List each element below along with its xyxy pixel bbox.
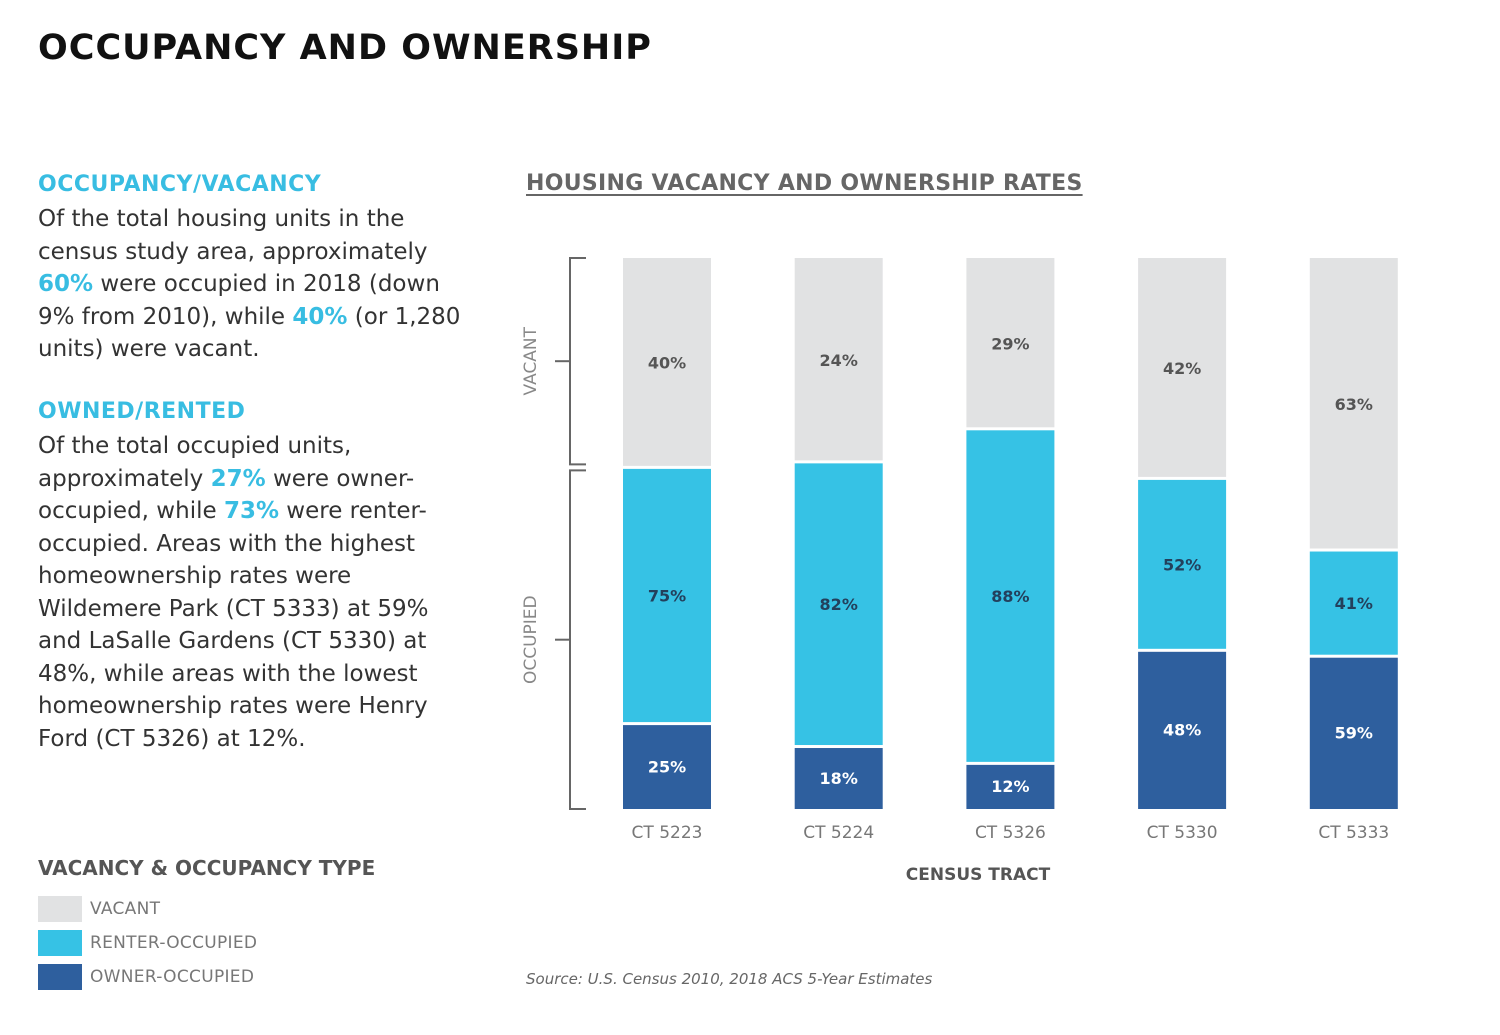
chart-title: HOUSING VACANCY AND OWNERSHIP RATES (526, 171, 1083, 196)
owner-share: 27% (210, 465, 266, 492)
occupancy-text: Of the total housing units in the census… (38, 206, 461, 362)
bar-vacant (1309, 258, 1398, 549)
bar-renter-occupied (966, 430, 1055, 762)
bracket-label-occupied: OCCUPIED (521, 595, 541, 684)
bar-owner-occupied (1138, 651, 1227, 809)
legend-label: OWNER-OCCUPIED (90, 967, 255, 987)
data-label-owner: 12% (991, 777, 1029, 796)
bar-vacant (1138, 258, 1227, 477)
data-label-renter: 82% (820, 595, 858, 614)
ownership-text: Of the total occupied units, approximate… (38, 433, 429, 752)
data-label-renter: 41% (1335, 594, 1373, 613)
data-label-renter: 88% (991, 587, 1029, 606)
data-label-owner: 25% (648, 757, 686, 776)
occupied-share: 60% (38, 271, 94, 297)
data-label-owner: 48% (1163, 721, 1201, 740)
data-label-vacant: 63% (1335, 395, 1373, 414)
bar-owner-occupied (623, 725, 711, 809)
x-tick-label: CT 5224 (803, 823, 874, 843)
data-label-vacant: 42% (1163, 359, 1201, 378)
data-label-vacant: 40% (648, 354, 686, 373)
legend-swatch-vacant (38, 896, 82, 922)
bar-renter-occupied (1309, 551, 1398, 655)
bar-renter-occupied (794, 463, 883, 746)
ownership-heading: OWNED/RENTED (38, 399, 246, 424)
vacant-bracket (569, 257, 586, 466)
x-tick-label: CT 5330 (1147, 823, 1218, 843)
bar-renter-occupied (623, 468, 711, 723)
data-label-owner: 59% (1335, 724, 1373, 743)
occupancy-heading: OCCUPANCY/VACANCY (38, 172, 322, 197)
occupied-bracket (569, 469, 586, 810)
legend-swatch-owner (38, 964, 82, 990)
legend-swatch-renter (38, 930, 82, 956)
x-tick-label: CT 5326 (975, 823, 1046, 843)
x-axis-label: CENSUS TRACT (906, 865, 1051, 885)
bracket-label-vacant: VACANT (521, 326, 541, 395)
bar-vacant (623, 258, 711, 466)
bar-owner-occupied (794, 748, 883, 809)
bar-renter-occupied (1138, 479, 1227, 649)
legend-label: RENTER-OCCUPIED (90, 933, 258, 953)
data-label-vacant: 24% (820, 351, 858, 370)
data-label-owner: 18% (820, 769, 858, 788)
x-tick-label: CT 5333 (1318, 823, 1389, 843)
vacant-share: 40% (292, 303, 348, 330)
data-label-renter: 52% (1163, 555, 1201, 574)
x-tick-label: CT 5223 (632, 823, 703, 843)
legend-title: VACANCY & OCCUPANCY TYPE (38, 856, 376, 880)
bar-owner-occupied (966, 764, 1055, 809)
renter-share: 73% (223, 498, 279, 524)
bar-owner-occupied (1309, 657, 1398, 809)
data-label-renter: 75% (648, 586, 686, 605)
source-note: Source: U.S. Census 2010, 2018 ACS 5-Yea… (526, 970, 933, 988)
bar-vacant (966, 258, 1055, 428)
data-label-vacant: 29% (991, 334, 1029, 353)
bar-vacant (794, 258, 883, 461)
legend-label: VACANT (90, 899, 161, 919)
page-title: OCCUPANCY AND OWNERSHIP (38, 28, 652, 68)
